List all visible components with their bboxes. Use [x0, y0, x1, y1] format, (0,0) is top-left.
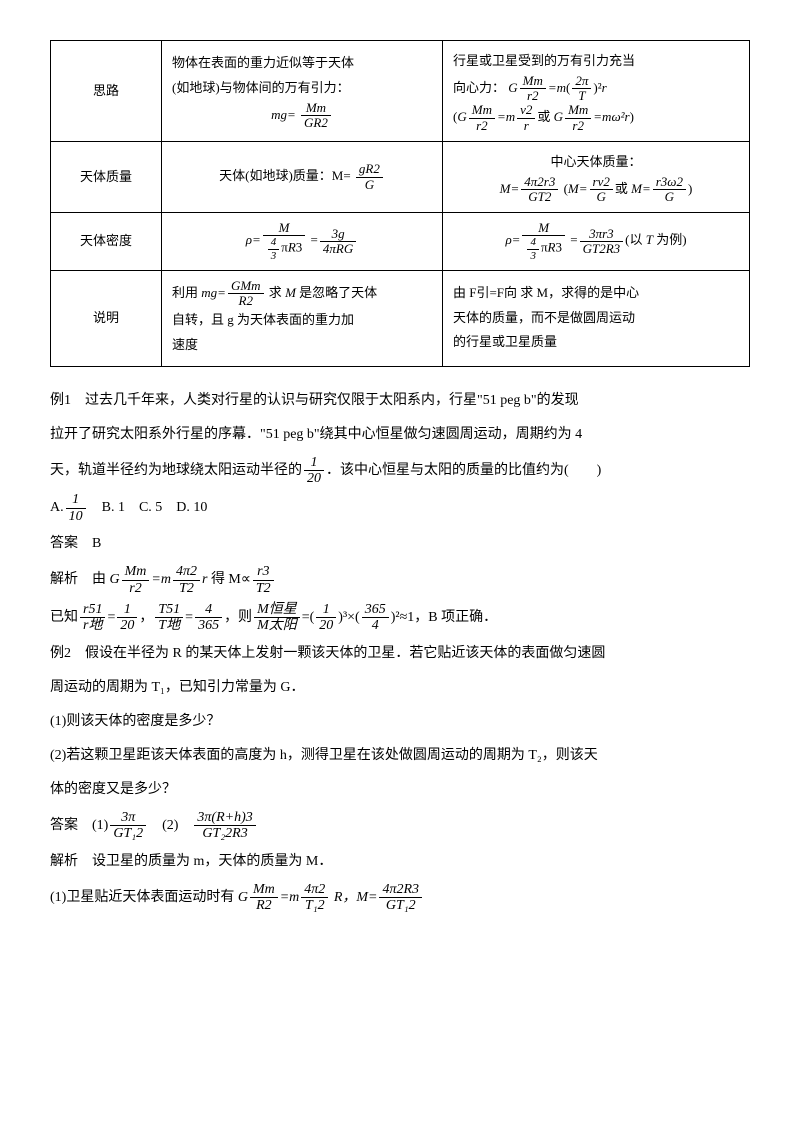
example1-line3: 天，轨道半径约为地球绕太阳运动半径的120．该中心恒星与太阳的质量的比值约为( … — [50, 455, 750, 487]
text: (1)卫星贴近天体表面运动时有 — [50, 890, 238, 905]
cell-note-col3: 由 F引=F向 求 M，求得的是中心 天体的质量，而不是做圆周运动 的行星或卫星… — [443, 270, 750, 366]
example1-line2: 拉开了研究太阳系外行星的序幕．"51 peg b"绕其中心恒星做匀速圆周运动，周… — [50, 421, 750, 449]
analysis1: 解析 由 GMmr2=m4π2T2r 得 M∝r3T2 — [50, 564, 750, 596]
frac: gR2G — [356, 162, 383, 192]
question1: (1)则该天体的密度是多少？ — [50, 708, 750, 736]
text: 中心天体质量： — [550, 154, 641, 169]
answer1: 答案 B — [50, 530, 750, 558]
cell-thought-col3: 行星或卫星受到的万有引力充当 向心力： GMmr2=m(2πT)²r (GMmr… — [443, 41, 750, 142]
example2-line1: 例2 假设在半径为 R 的某天体上发射一颗该天体的卫星．若它贴近该天体的表面做匀… — [50, 640, 750, 668]
row-label: 说明 — [51, 270, 162, 366]
text: 解析 由 — [50, 572, 110, 587]
example1-line1: 例1 过去几千年来，人类对行星的认识与研究仅限于太阳系内，行星"51 peg b… — [50, 387, 750, 415]
frac-1-20: 120 — [304, 455, 324, 487]
frac: MmGR2 — [301, 101, 331, 131]
question2a: (2)若这颗卫星距该天体表面的高度为 h，测得卫星在该处做圆周运动的周期为 T₂… — [50, 742, 750, 770]
text: 得 M∝ — [207, 572, 250, 587]
known-values: 已知r51r地=120，T51T地=4365，则M恒星M太阳=(120)³×(3… — [50, 602, 750, 634]
text: 答案 (1) — [50, 818, 108, 833]
text: 已知 — [50, 610, 78, 625]
text: 向心力： — [453, 79, 505, 94]
text: (2) — [148, 818, 192, 833]
text: 由 F引=F向 求 M，求得的是中心 — [453, 285, 639, 300]
choice-a: A. — [50, 501, 64, 516]
solution-step: (1)卫星贴近天体表面运动时有 GMmR2=m4π2T₁2 R，M=4π2R3G… — [50, 882, 750, 914]
cell-mass-col2: 天体(如地球)质量：M= gR2G — [162, 141, 443, 212]
text: ．该中心恒星与太阳的质量的比值约为( ) — [326, 463, 601, 478]
row-label: 天体密度 — [51, 213, 162, 270]
cell-thought-col2: 物体在表面的重力近似等于天体 (如地球)与物体间的万有引力： mg= MmGR2 — [162, 41, 443, 142]
table-row: 说明 利用 mg=GMmR2 求 M 是忽略了天体 自转，且 g 为天体表面的重… — [51, 270, 750, 366]
text: 行星或卫星受到的万有引力充当 — [453, 53, 635, 68]
cell-mass-col3: 中心天体质量： M=4π2r3GT2 (M=rv2G或 M=r3ω2G) — [443, 141, 750, 212]
text: 的行星或卫星质量 — [453, 334, 557, 349]
cell-note-col2: 利用 mg=GMmR2 求 M 是忽略了天体 自转，且 g 为天体表面的重力加 … — [162, 270, 443, 366]
cell-density-col3: ρ=M43πR3 =3πr3GT2R3(以 T 为例) — [443, 213, 750, 270]
physics-table: 思路 物体在表面的重力近似等于天体 (如地球)与物体间的万有引力： mg= Mm… — [50, 40, 750, 367]
question2b: 体的密度又是多少？ — [50, 776, 750, 804]
cell-density-col2: ρ=M43πR3 =3g4πRG — [162, 213, 443, 270]
frac-1-10: 110 — [66, 492, 86, 524]
answer2: 答案 (1)3πGT₁2 (2) 3π(R+h)3GT₂2R3 — [50, 810, 750, 842]
text: 天体的质量，而不是做圆周运动 — [453, 310, 635, 325]
table-row: 天体质量 天体(如地球)质量：M= gR2G 中心天体质量： M=4π2r3GT… — [51, 141, 750, 212]
text: 物体在表面的重力近似等于天体 — [172, 55, 354, 70]
table-row: 天体密度 ρ=M43πR3 =3g4πRG ρ=M43πR3 =3πr3GT2R… — [51, 213, 750, 270]
choices: A.110 B. 1 C. 5 D. 10 — [50, 492, 750, 524]
choice-rest: B. 1 C. 5 D. 10 — [88, 501, 208, 516]
row-label: 天体质量 — [51, 141, 162, 212]
analysis2: 解析 设卫星的质量为 m，天体的质量为 M． — [50, 848, 750, 876]
text: 速度 — [172, 337, 198, 352]
math: mg= — [271, 107, 296, 122]
text: (如地球)与物体间的万有引力： — [172, 80, 350, 95]
row-label: 思路 — [51, 41, 162, 142]
text: 天，轨道半径约为地球绕太阳运动半径的 — [50, 463, 302, 478]
text: 自转，且 g 为天体表面的重力加 — [172, 312, 354, 327]
example2-line2: 周运动的周期为 T₁，已知引力常量为 G． — [50, 674, 750, 702]
text: 天体(如地球)质量：M= — [219, 168, 351, 183]
table-row: 思路 物体在表面的重力近似等于天体 (如地球)与物体间的万有引力： mg= Mm… — [51, 41, 750, 142]
